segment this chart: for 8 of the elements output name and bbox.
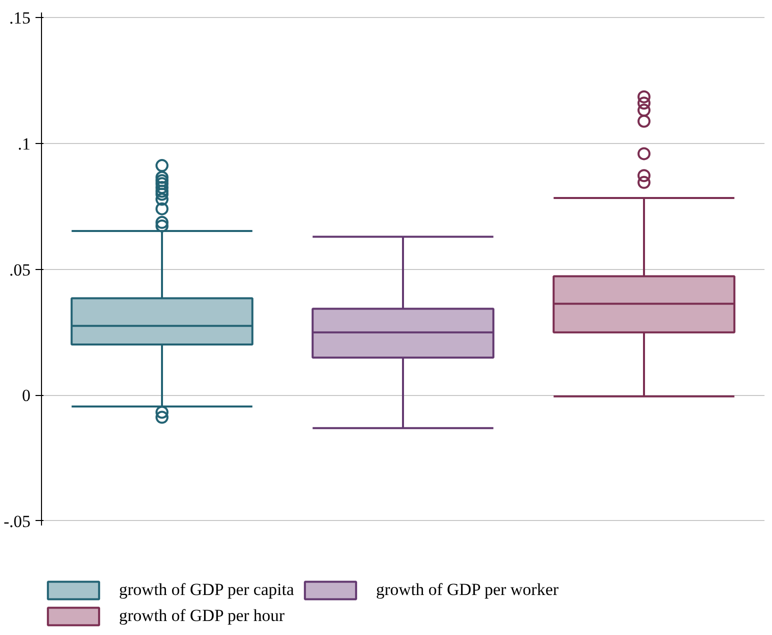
legend-label: growth of GDP per capita	[119, 580, 294, 600]
y-tick-label: -.05	[4, 512, 31, 531]
y-tick-label: 0	[22, 386, 30, 406]
y-tick-label: .1	[18, 134, 30, 154]
legend-label: growth of GDP per worker	[376, 580, 559, 600]
y-tick-label: .15	[9, 8, 30, 28]
legend-label: growth of GDP per hour	[119, 606, 285, 626]
y-tick-label: .05	[9, 260, 30, 280]
